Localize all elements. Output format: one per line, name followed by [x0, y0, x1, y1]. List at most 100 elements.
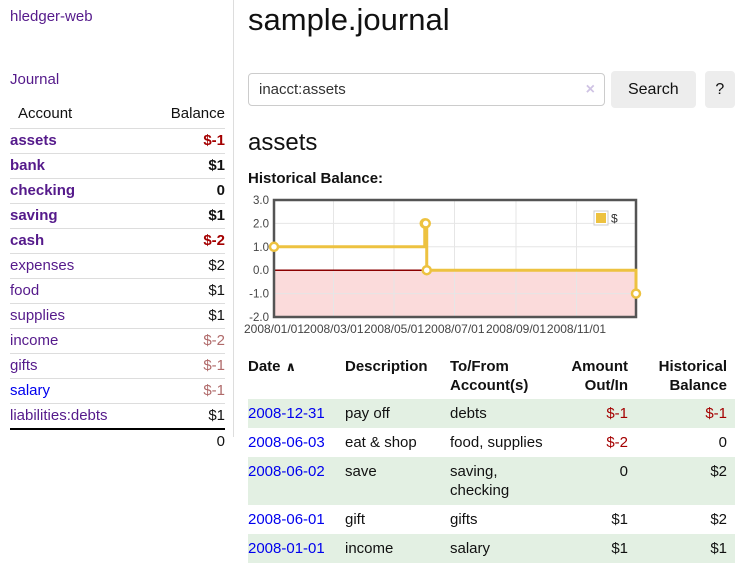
register-row: 2008-06-01 gift gifts $1 $2	[248, 505, 735, 534]
y-axis-tick-label: 1.0	[253, 242, 269, 254]
account-link[interactable]: cash	[10, 232, 45, 249]
account-link[interactable]: checking	[10, 182, 76, 199]
search-input[interactable]	[248, 73, 605, 106]
sidebar-item-journal[interactable]: Journal	[10, 71, 60, 88]
x-axis-tick-label: 2008/07/01	[424, 322, 484, 336]
transaction-date-link[interactable]: 2008-01-01	[248, 540, 325, 557]
account-balance: $1	[141, 203, 225, 229]
account-row: expenses $2	[10, 253, 225, 279]
account-link[interactable]: bank	[10, 157, 46, 174]
account-link[interactable]: food	[10, 282, 40, 299]
account-link[interactable]: income	[10, 332, 59, 349]
register-description-cell: gift	[345, 511, 366, 528]
register-balance-cell: $1	[710, 540, 727, 557]
register-column-header[interactable]: Date ∧	[248, 358, 297, 375]
account-link[interactable]: supplies	[10, 307, 66, 324]
accounts-header-row: Account Balance	[10, 105, 225, 129]
register-row: 2008-06-02 save saving, checking 0 $2	[248, 457, 735, 505]
register-description-cell: pay off	[345, 405, 390, 422]
clear-search-icon[interactable]: ×	[585, 81, 595, 98]
register-row: 2008-12-31 pay off debts $-1 $-1	[248, 399, 735, 428]
main-content: sample.journal × Search ? assets Histori…	[244, 0, 735, 563]
y-axis-tick-label: -2.0	[249, 312, 269, 324]
accounts-header-account: Account	[18, 105, 73, 122]
register-header-row: Date ∧ Description To/From Account(s) Amount…	[248, 357, 735, 399]
register-column-header[interactable]: Historical Balance	[658, 358, 727, 394]
transaction-date-link[interactable]: 2008-06-03	[248, 434, 325, 451]
page-title: sample.journal	[248, 2, 450, 37]
register-description-cell: save	[345, 463, 377, 480]
register-date-cell: 2008-06-03	[248, 428, 345, 457]
register-balance-cell: $2	[710, 511, 727, 528]
x-axis-tick-label: 2008/01/01	[244, 322, 304, 336]
chart-title: Historical Balance:	[248, 170, 384, 187]
register-row: 2008-06-03 eat & shop food, supplies $-2 0	[248, 428, 735, 457]
register-date-cell: 2008-06-01	[248, 505, 345, 534]
account-balance: $2	[141, 253, 225, 279]
account-link[interactable]: assets	[10, 132, 57, 149]
register-date-cell: 2008-12-31	[248, 399, 345, 428]
register-date-cell: 2008-01-01	[248, 534, 345, 563]
transaction-date-link[interactable]: 2008-12-31	[248, 405, 325, 422]
y-axis-tick-label: 3.0	[253, 195, 269, 207]
x-axis-tick-label: 2008/05/01	[364, 322, 424, 336]
register-amount-cell: $1	[611, 540, 628, 557]
transaction-date-link[interactable]: 2008-06-02	[248, 463, 325, 480]
account-balance: $1	[141, 278, 225, 304]
account-row: food $1	[10, 278, 225, 304]
account-balance: $1	[141, 153, 225, 179]
search-button[interactable]: Search	[610, 71, 696, 108]
account-balance: $1	[141, 403, 225, 429]
account-balance: $-1	[141, 378, 225, 404]
x-axis-tick-label: 2008/09/01	[486, 322, 546, 336]
register-amount-cell: $-2	[606, 434, 628, 451]
account-row: supplies $1	[10, 303, 225, 329]
account-balance: $-1	[141, 353, 225, 379]
sidebar: hledger-web Journal Account Balance asse…	[0, 0, 234, 454]
sort-asc-icon: ∧	[285, 359, 297, 374]
account-heading: assets	[248, 129, 318, 156]
register-column-header[interactable]: To/From Account(s)	[450, 358, 529, 394]
account-balance: $-2	[141, 328, 225, 354]
account-balance: $-2	[141, 228, 225, 254]
chart-data-point	[268, 241, 280, 253]
register-description-cell: income	[345, 540, 394, 557]
register-column-header[interactable]: Description	[345, 358, 428, 375]
brand-link[interactable]: hledger-web	[10, 8, 93, 25]
register-description-cell: eat & shop	[345, 434, 417, 451]
search-form: × Search ?	[248, 71, 735, 108]
register-accounts-cell: debts	[450, 405, 487, 422]
register-amount-cell: $-1	[606, 405, 628, 422]
y-axis-tick-label: 2.0	[253, 218, 269, 230]
account-link[interactable]: salary	[10, 382, 51, 399]
account-row: liabilities:debts $1	[10, 403, 225, 429]
account-link[interactable]: liabilities:debts	[10, 407, 108, 424]
chart-border	[272, 198, 638, 319]
account-link[interactable]: saving	[10, 207, 58, 224]
account-link[interactable]: expenses	[10, 257, 75, 274]
accounts-table: Account Balance assets $-1 bank $1 checking 0…	[10, 105, 225, 454]
register-accounts-cell: saving, checking	[450, 463, 510, 499]
register-accounts-cell: gifts	[450, 511, 478, 528]
account-link[interactable]: gifts	[10, 357, 38, 374]
x-axis-tick-label: 2008/03/01	[303, 322, 363, 336]
help-button[interactable]: ?	[704, 71, 735, 108]
search-input-wrap: ×	[248, 73, 605, 106]
register-accounts-cell: salary	[450, 540, 491, 557]
register-date-cell: 2008-06-02	[248, 457, 345, 505]
account-row: cash $-2	[10, 228, 225, 254]
accounts-total-value: 0	[141, 428, 225, 454]
account-row: income $-2	[10, 328, 225, 354]
account-row: checking 0	[10, 178, 225, 204]
transaction-date-link[interactable]: 2008-06-01	[248, 511, 325, 528]
account-row: assets $-1	[10, 128, 225, 154]
register-accounts-cell: food, supplies	[450, 434, 543, 451]
accounts-header-balance: Balance	[170, 105, 225, 122]
register-column-header[interactable]: Amount Out/In	[571, 358, 628, 394]
register-table: Date ∧ Description To/From Account(s) Amount…	[248, 357, 735, 563]
x-axis-tick-label: 2008/11/01	[547, 322, 606, 336]
account-row: saving $1	[10, 203, 225, 229]
register-balance-cell: $2	[710, 463, 727, 480]
y-axis-tick-label: 0.0	[253, 265, 269, 277]
